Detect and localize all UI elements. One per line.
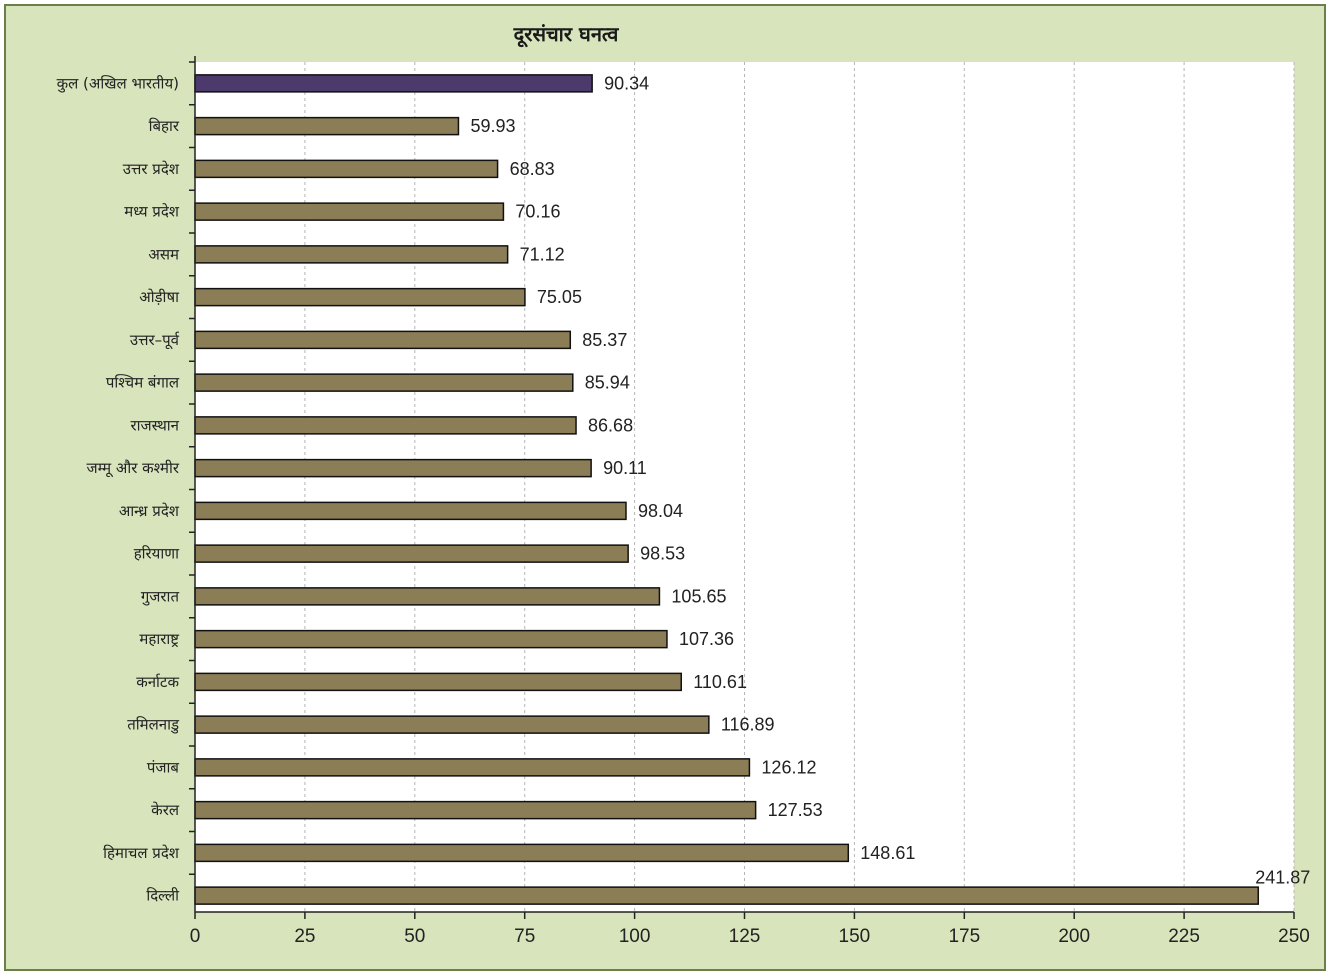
bar [194,800,757,820]
x-tick-label: 75 [514,926,535,947]
x-tick-label: 225 [1168,926,1200,947]
data-label: 148.61 [860,843,915,863]
labels: 0 25 50 75 100 125 150 175 200 225 250 कुल (अखिल भा… [57,73,1311,947]
data-label: 107.36 [679,629,734,649]
bar [194,843,850,863]
bar [194,245,509,264]
chart-frame: 0 25 50 75 100 125 150 175 200 225 250 कुल (अखिल भा… [4,4,1326,971]
category-label: ओड़ीषा [139,288,180,306]
x-tick-label: 250 [1278,926,1310,947]
bar [194,287,526,307]
bar [194,544,629,563]
category-label: हिमाचल प्रदेश [103,844,180,862]
bar [194,202,505,221]
bar [194,116,460,136]
bar [194,74,593,93]
category-label: आन्ध्र प्रदेश [119,502,180,520]
x-tick-label: 50 [404,926,425,947]
data-label: 98.53 [640,544,685,564]
x-tick-label: 150 [839,926,871,947]
data-label: 75.05 [537,287,582,307]
axes [189,56,1295,919]
data-label: 71.12 [520,244,565,264]
bar-chart: 0 25 50 75 100 125 150 175 200 225 250 कुल (अखिल भा… [57,22,1311,947]
bar [194,672,682,692]
category-label: केरल [151,801,180,819]
category-label: मध्य प्रदेश [124,203,180,221]
data-label: 126.12 [761,757,816,777]
data-label: 116.89 [721,715,775,735]
data-label: 98.04 [638,501,683,521]
category-label: कर्नाटक [136,673,179,691]
chart-title: दूरसंचार घनत्व [513,22,620,48]
x-tick-label: 175 [948,926,980,947]
category-label: राजस्थान [131,416,180,434]
category-label: असम [148,245,180,263]
bar [194,373,574,392]
bar [194,416,577,435]
category-label: तमिलनाडु [127,716,180,735]
category-label: कुल (अखिल भारतीय) [57,74,179,93]
x-tick-label: 0 [190,926,201,947]
bar [194,758,751,777]
data-label: 59.93 [470,116,515,136]
bar [194,159,499,179]
category-label: बिहार [149,117,180,135]
bars [194,74,1260,905]
category-label: दिल्ली [146,887,180,905]
bar [194,587,661,606]
category-label: महाराष्ट्र [139,630,179,648]
category-label: हरियाणा [134,545,180,563]
category-label: पश्चिम बंगाल [106,374,180,392]
data-label: 127.53 [768,800,823,820]
data-label: 68.83 [510,159,555,179]
category-label: पंजाब [147,758,180,776]
data-label: 90.11 [603,458,647,478]
x-tick-label: 125 [729,926,761,947]
x-tick-label: 100 [619,926,651,947]
bar [194,886,1260,905]
data-label: 105.65 [671,586,726,606]
bar [194,330,572,350]
category-label: उत्तर प्रदेश [123,160,180,178]
data-label: 85.37 [582,330,627,350]
bar [194,715,710,734]
bar [194,458,592,478]
data-label: 241.87 [1255,868,1310,888]
data-label: 85.94 [585,373,630,393]
bar [194,629,668,649]
data-label: 110.61 [693,672,747,692]
category-label: उत्तर–पूर्व [130,331,180,350]
data-label: 90.34 [604,73,649,93]
data-label: 86.68 [588,415,633,435]
bar [194,501,627,521]
x-tick-label: 25 [294,926,315,947]
category-label: गुजरात [141,587,180,606]
x-tick-label: 200 [1058,926,1090,947]
category-label: जम्मू और कश्मीर [87,459,180,478]
data-label: 70.16 [515,202,560,222]
